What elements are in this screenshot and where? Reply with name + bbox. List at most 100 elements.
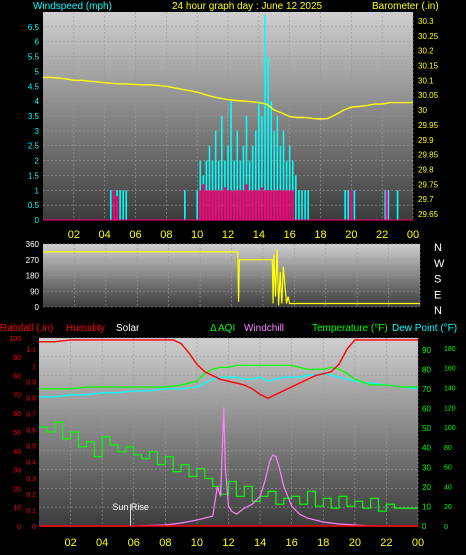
wind-tick-label: 4 (35, 97, 40, 106)
baro-tick-label: 30 (418, 106, 427, 115)
humidity-tick-label: 60 (13, 411, 21, 418)
rain-tick-label: 0.3 (26, 476, 36, 483)
temp-tick-label: 70 (422, 385, 431, 394)
temp-tick-label: 80 (422, 365, 431, 374)
wind-tick-label: 2 (35, 157, 40, 166)
aqi-tick-label: 120 (444, 405, 456, 412)
baro-tick-label: 29.65 (418, 210, 439, 219)
temp-tick-label: 0 (422, 522, 427, 531)
aqi-tick-label: 180 (444, 346, 456, 353)
aqi-line (39, 421, 418, 512)
rain-tick-label: 0.1 (26, 508, 36, 515)
aqi-label-delta: Δ (210, 323, 217, 334)
humidity-tick-label: 50 (13, 430, 21, 437)
barometer-line (43, 76, 413, 120)
wind-tick-label: 6 (35, 38, 40, 47)
direction-tick-label: 0 (35, 303, 40, 312)
baro-tick-label: 29.75 (418, 180, 439, 189)
humidity-tick-label: 0 (17, 524, 21, 531)
hour-tick-label: 04 (96, 537, 108, 549)
direction-tick-label: 180 (26, 272, 40, 281)
windchill-line (39, 407, 418, 527)
baro-tick-label: 29.7 (418, 195, 434, 204)
hour-tick-label: 22 (380, 537, 392, 549)
hour-tick-label: 08 (159, 537, 171, 549)
temp-tick-label: 40 (422, 444, 431, 453)
hour-tick-label: 20 (345, 229, 357, 241)
baro-tick-label: 30.2 (418, 47, 434, 56)
humidity-tick-label: 10 (13, 505, 21, 512)
wind-tick-label: 5 (35, 67, 40, 76)
hour-tick-label: 10 (191, 229, 203, 241)
rain-tick-label: 0.6 (26, 428, 36, 435)
wind-tick-label: 1.5 (28, 171, 40, 180)
sunrise-label: Sun Rise (112, 502, 149, 512)
hour-tick-label: 18 (314, 229, 326, 241)
humidity-tick-label: 80 (13, 374, 21, 381)
hour-tick-label: 14 (254, 537, 266, 549)
rain-tick-label: 0.2 (26, 492, 36, 499)
baro-tick-label: 30.1 (418, 76, 434, 85)
compass-label: S (434, 274, 441, 286)
baro-tick-label: 29.85 (418, 151, 439, 160)
aqi-tick-label: 40 (444, 484, 452, 491)
hour-tick-label: 12 (222, 229, 234, 241)
aqi-tick-label: 60 (444, 465, 452, 472)
hour-tick-label: 10 (191, 537, 203, 549)
solar-label: Solar (116, 323, 140, 334)
baro-tick-label: 29.8 (418, 165, 434, 174)
baro-tick-label: 29.9 (418, 136, 434, 145)
compass-label: E (434, 289, 441, 301)
hour-tick-label: 20 (349, 537, 361, 549)
wind-tick-label: 1 (35, 186, 40, 195)
rain-tick-label: 0.9 (26, 379, 36, 386)
rain-tick-label: 0 (32, 524, 36, 531)
aqi-tick-label: 80 (444, 445, 452, 452)
temp-tick-label: 90 (422, 346, 431, 355)
hour-tick-label: 18 (317, 537, 329, 549)
baro-tick-label: 30.25 (418, 32, 439, 41)
wind-tick-label: 2.5 (28, 142, 40, 151)
aqi-tick-label: 140 (444, 385, 456, 392)
rain-tick-label: 1 (32, 363, 36, 370)
wind-tick-label: 5.5 (28, 53, 40, 62)
aqi-tick-label: 160 (444, 366, 456, 373)
dewpoint-axis-label: Dew Point (°F) (392, 323, 457, 334)
chart-title: 24 hour graph day : June 12 2025 (172, 1, 323, 12)
rain-tick-label: 0.4 (26, 460, 36, 467)
rain-tick-label: 0.7 (26, 412, 36, 419)
direction-tick-label: 360 (26, 240, 40, 249)
temperature-axis-label: Temperature (°F) (312, 323, 388, 334)
rain-tick-label: 0.8 (26, 395, 36, 402)
hour-tick-label: 04 (99, 229, 111, 241)
windspeed-axis-label: Windspeed (mph) (33, 1, 112, 12)
hour-tick-label: 14 (253, 229, 265, 241)
hour-tick-label: 02 (68, 229, 80, 241)
hour-tick-label: 06 (129, 229, 141, 241)
wind-tick-label: 4.5 (28, 82, 40, 91)
rain-tick-label: 0.5 (26, 444, 36, 451)
aqi-label: AQI (218, 323, 235, 334)
baro-tick-label: 30.15 (418, 61, 439, 70)
temp-tick-label: 50 (422, 424, 431, 433)
hour-tick-label: 02 (64, 537, 76, 549)
rain-tick-label: 1.1 (26, 347, 36, 354)
direction-tick-label: 270 (26, 256, 40, 265)
temperature-line (39, 364, 418, 390)
wind-tick-label: 0.5 (28, 201, 40, 210)
wind-tick-label: 0 (35, 216, 40, 225)
humidity-line (39, 339, 418, 399)
hour-tick-label: 06 (128, 537, 140, 549)
compass-label: N (434, 242, 442, 254)
hour-tick-label: 16 (284, 229, 296, 241)
humidity-tick-label: 90 (13, 355, 21, 362)
humidity-label: Humidity (66, 323, 105, 334)
humidity-tick-label: 40 (13, 449, 21, 456)
wind-tick-label: 6.5 (28, 23, 40, 32)
wind-tick-label: 3 (35, 127, 40, 136)
aqi-tick-label: 0 (444, 524, 448, 531)
baro-tick-label: 29.95 (418, 121, 439, 130)
rainfall-axis-label: Rainfall (.in) (0, 323, 53, 334)
